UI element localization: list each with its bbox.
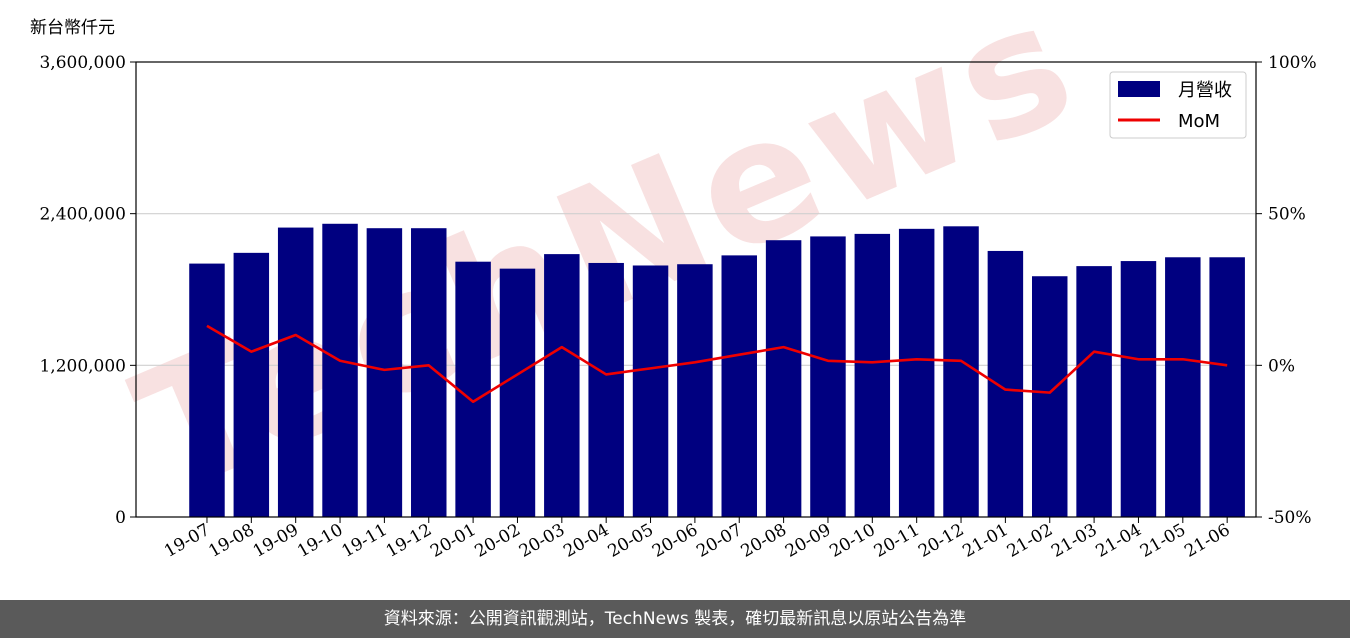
x-tick-label: 19-09 [250, 520, 302, 562]
x-tick-label: 21-06 [1181, 520, 1233, 562]
revenue-bar [721, 255, 757, 517]
x-tick-label: 19-08 [205, 520, 257, 562]
x-tick-label: 20-11 [871, 520, 923, 562]
mom-line-series [206, 324, 1228, 404]
revenue-bar [366, 228, 403, 517]
x-tick-label: 20-04 [560, 520, 612, 562]
plot-frame [135, 61, 1257, 518]
revenue-bar [677, 264, 713, 517]
left-tick-label: 3,600,000 [39, 53, 126, 73]
x-tick-label: 20-01 [427, 520, 479, 562]
revenue-bar [277, 227, 314, 517]
x-tick-label: 20-02 [472, 520, 524, 562]
revenue-bar [411, 228, 447, 517]
x-tick-label: 20-06 [649, 520, 701, 562]
x-tick-label: 20-07 [693, 520, 745, 562]
revenue-bar [544, 254, 580, 517]
left-axis-unit-label: 新台幣仟元 [30, 18, 115, 38]
legend-line-label: MoM [1178, 111, 1220, 132]
footer-source-text: 資料來源：公開資訊觀測站，TechNews 製表，確切最新訊息以原站公告為準 [383, 609, 967, 629]
right-tick-label: 100% [1268, 53, 1317, 73]
revenue-bar [233, 252, 270, 517]
legend: 月營收 MoM [1109, 71, 1247, 139]
x-tick-label: 20-08 [738, 520, 790, 562]
x-tick-label: 21-03 [1048, 520, 1100, 562]
mom-line [206, 324, 1228, 404]
revenue-bar [898, 228, 935, 518]
revenue-bar [588, 262, 624, 517]
footer-source-bar: 資料來源：公開資訊觀測站，TechNews 製表，確切最新訊息以原站公告為準 [0, 600, 1350, 638]
revenue-bar [810, 236, 846, 517]
x-tick-label: 19-11 [338, 520, 390, 562]
revenue-bar [987, 250, 1024, 517]
x-tick-label: 19-12 [383, 520, 435, 562]
x-tick-label: 20-09 [782, 520, 834, 562]
revenue-bar [322, 223, 358, 517]
x-tick-label: 21-05 [1137, 520, 1189, 562]
revenue-bar [854, 233, 891, 517]
revenue-bar [189, 263, 225, 517]
x-tick-label: 21-04 [1093, 520, 1145, 562]
revenue-bar [1076, 266, 1112, 517]
revenue-bar [632, 265, 669, 517]
revenue-bar [1120, 261, 1157, 517]
left-tick-label: 0 [115, 508, 126, 528]
right-tick-label: 0% [1268, 356, 1295, 376]
revenue-bar [499, 268, 536, 517]
x-tick-label: 20-10 [826, 520, 878, 562]
revenue-bar [1032, 276, 1068, 517]
x-tick-label: 21-01 [959, 520, 1011, 562]
right-y-axis: -50% 0% 50% 100% [1256, 53, 1317, 528]
right-tick-label: -50% [1268, 508, 1312, 528]
legend-bar-swatch [1118, 81, 1160, 97]
revenue-bar [943, 226, 979, 518]
left-tick-label: 2,400,000 [39, 205, 126, 225]
revenue-bar [1209, 257, 1245, 517]
x-tick-label: 20-12 [915, 520, 967, 562]
left-tick-label: 1,200,000 [39, 356, 126, 376]
revenue-bar [765, 240, 802, 518]
right-tick-label: 50% [1268, 205, 1306, 225]
x-axis: 19-0719-0819-0919-1019-1119-1220-0120-02… [161, 517, 1234, 562]
x-tick-label: 20-03 [516, 520, 568, 562]
bar-series [189, 223, 1245, 518]
revenue-bar [455, 261, 491, 517]
x-tick-label: 20-05 [605, 520, 657, 562]
revenue-bar [1165, 257, 1201, 517]
left-y-axis: 0 1,200,000 2,400,000 3,600,000 [39, 53, 136, 528]
x-tick-label: 19-10 [294, 520, 346, 562]
legend-bar-label: 月營收 [1178, 80, 1232, 101]
x-tick-label: 21-02 [1004, 520, 1056, 562]
